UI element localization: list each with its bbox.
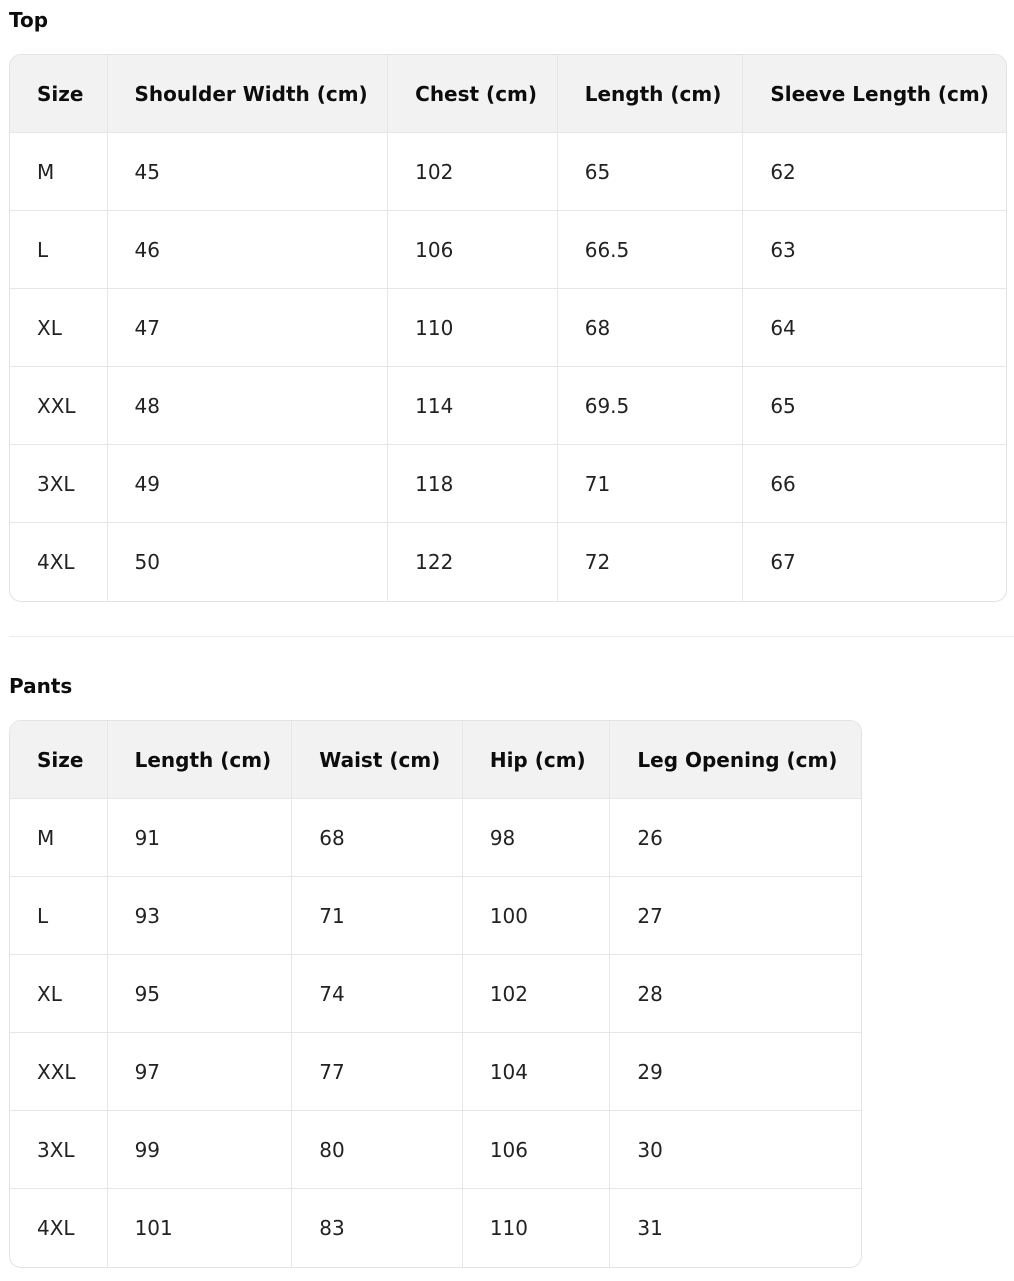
table-cell: 102: [462, 955, 611, 1033]
table-cell: 93: [107, 877, 293, 955]
column-header: Waist (cm): [292, 721, 463, 799]
table-cell: 3XL: [10, 1111, 108, 1189]
table-cell: 114: [388, 367, 558, 445]
table-row: XL 95 74 102 28: [10, 955, 861, 1033]
table-cell: 68: [557, 289, 744, 367]
table-cell: 71: [292, 877, 463, 955]
table-cell: 30: [610, 1111, 861, 1189]
table-cell: L: [10, 877, 108, 955]
column-header: Length (cm): [557, 55, 744, 133]
table-cell: 45: [107, 133, 389, 211]
column-header: Size: [10, 55, 108, 133]
table-cell: 110: [388, 289, 558, 367]
table-cell: 72: [558, 523, 744, 601]
table-cell: 98: [462, 799, 611, 877]
table-cell: 97: [107, 1033, 293, 1111]
table-cell: 106: [462, 1111, 611, 1189]
table-cell: 26: [610, 799, 861, 877]
table-cell: 65: [557, 133, 744, 211]
divider: [9, 636, 1014, 637]
column-header: Leg Opening (cm): [610, 721, 861, 799]
header-row: Size Length (cm) Waist (cm) Hip (cm) Leg Ope…: [10, 721, 861, 799]
column-header: Length (cm): [107, 721, 293, 799]
table-cell: 80: [292, 1111, 463, 1189]
column-header: Shoulder Width (cm): [107, 55, 389, 133]
table-row: 3XL 99 80 106 30: [10, 1111, 861, 1189]
table-cell: 71: [557, 445, 744, 523]
table-cell: L: [10, 211, 108, 289]
table-cell: XL: [10, 289, 108, 367]
table-cell: M: [10, 799, 108, 877]
header-row: Size Shoulder Width (cm) Chest (cm) Length …: [10, 55, 1006, 133]
table-cell: 104: [462, 1033, 611, 1111]
table-row: L 93 71 100 27: [10, 877, 861, 955]
table-cell: 66.5: [557, 211, 744, 289]
table-cell: 50: [108, 523, 389, 601]
column-header: Size: [10, 721, 108, 799]
top-section-title: Top: [9, 8, 49, 32]
table-cell: 27: [610, 877, 861, 955]
table-cell: 118: [388, 445, 558, 523]
table-cell: 68: [292, 799, 463, 877]
pants-section-title: Pants: [9, 674, 73, 698]
table-cell: 29: [610, 1033, 861, 1111]
table-cell: 102: [388, 133, 558, 211]
table-row: XXL 48 114 69.5 65: [10, 367, 1006, 445]
table-cell: 46: [107, 211, 389, 289]
table-row: 4XL 50 122 72 67: [10, 523, 1006, 601]
pants-size-table: Size Length (cm) Waist (cm) Hip (cm) Leg Ope…: [9, 720, 862, 1268]
column-header: Hip (cm): [462, 721, 611, 799]
table-cell: 106: [388, 211, 558, 289]
table-row: M 45 102 65 62: [10, 133, 1006, 211]
table-cell: 63: [743, 211, 1006, 289]
table-cell: 83: [292, 1189, 463, 1267]
table-cell: 91: [107, 799, 293, 877]
table-cell: 74: [292, 955, 463, 1033]
table-cell: 48: [107, 367, 389, 445]
table-cell: 4XL: [10, 1189, 108, 1267]
table-cell: 77: [292, 1033, 463, 1111]
table-cell: 31: [637, 1216, 663, 1240]
table-cell: 28: [610, 955, 861, 1033]
table-cell: M: [10, 133, 108, 211]
table-row: M 91 68 98 26: [10, 799, 861, 877]
table-cell: 110: [463, 1189, 611, 1267]
table-cell: 62: [743, 133, 1006, 211]
table-cell: 64: [743, 289, 1006, 367]
table-cell: XL: [10, 955, 108, 1033]
table-cell: 95: [107, 955, 293, 1033]
table-cell: 67: [770, 550, 796, 574]
table-row: 3XL 49 118 71 66: [10, 445, 1006, 523]
table-row: XXL 97 77 104 29: [10, 1033, 861, 1111]
table-cell: 47: [107, 289, 389, 367]
table-cell: 65: [743, 367, 1006, 445]
column-header: Chest (cm): [388, 55, 558, 133]
table-cell: 4XL: [10, 523, 108, 601]
table-row: XL 47 110 68 64: [10, 289, 1006, 367]
table-cell: XXL: [10, 367, 108, 445]
table-cell: 66: [743, 445, 1006, 523]
top-size-table: Size Shoulder Width (cm) Chest (cm) Length …: [9, 54, 1007, 602]
table-cell: XXL: [10, 1033, 108, 1111]
column-header: Sleeve Length (cm): [743, 55, 1006, 133]
table-cell: 122: [388, 523, 558, 601]
table-cell: 100: [462, 877, 611, 955]
table-row: 4XL 101 83 110 31: [10, 1189, 861, 1267]
table-cell: 49: [107, 445, 389, 523]
table-row: L 46 106 66.5 63: [10, 211, 1006, 289]
table-cell: 69.5: [557, 367, 744, 445]
table-cell: 101: [108, 1189, 293, 1267]
table-cell: 3XL: [10, 445, 108, 523]
table-cell: 99: [107, 1111, 293, 1189]
